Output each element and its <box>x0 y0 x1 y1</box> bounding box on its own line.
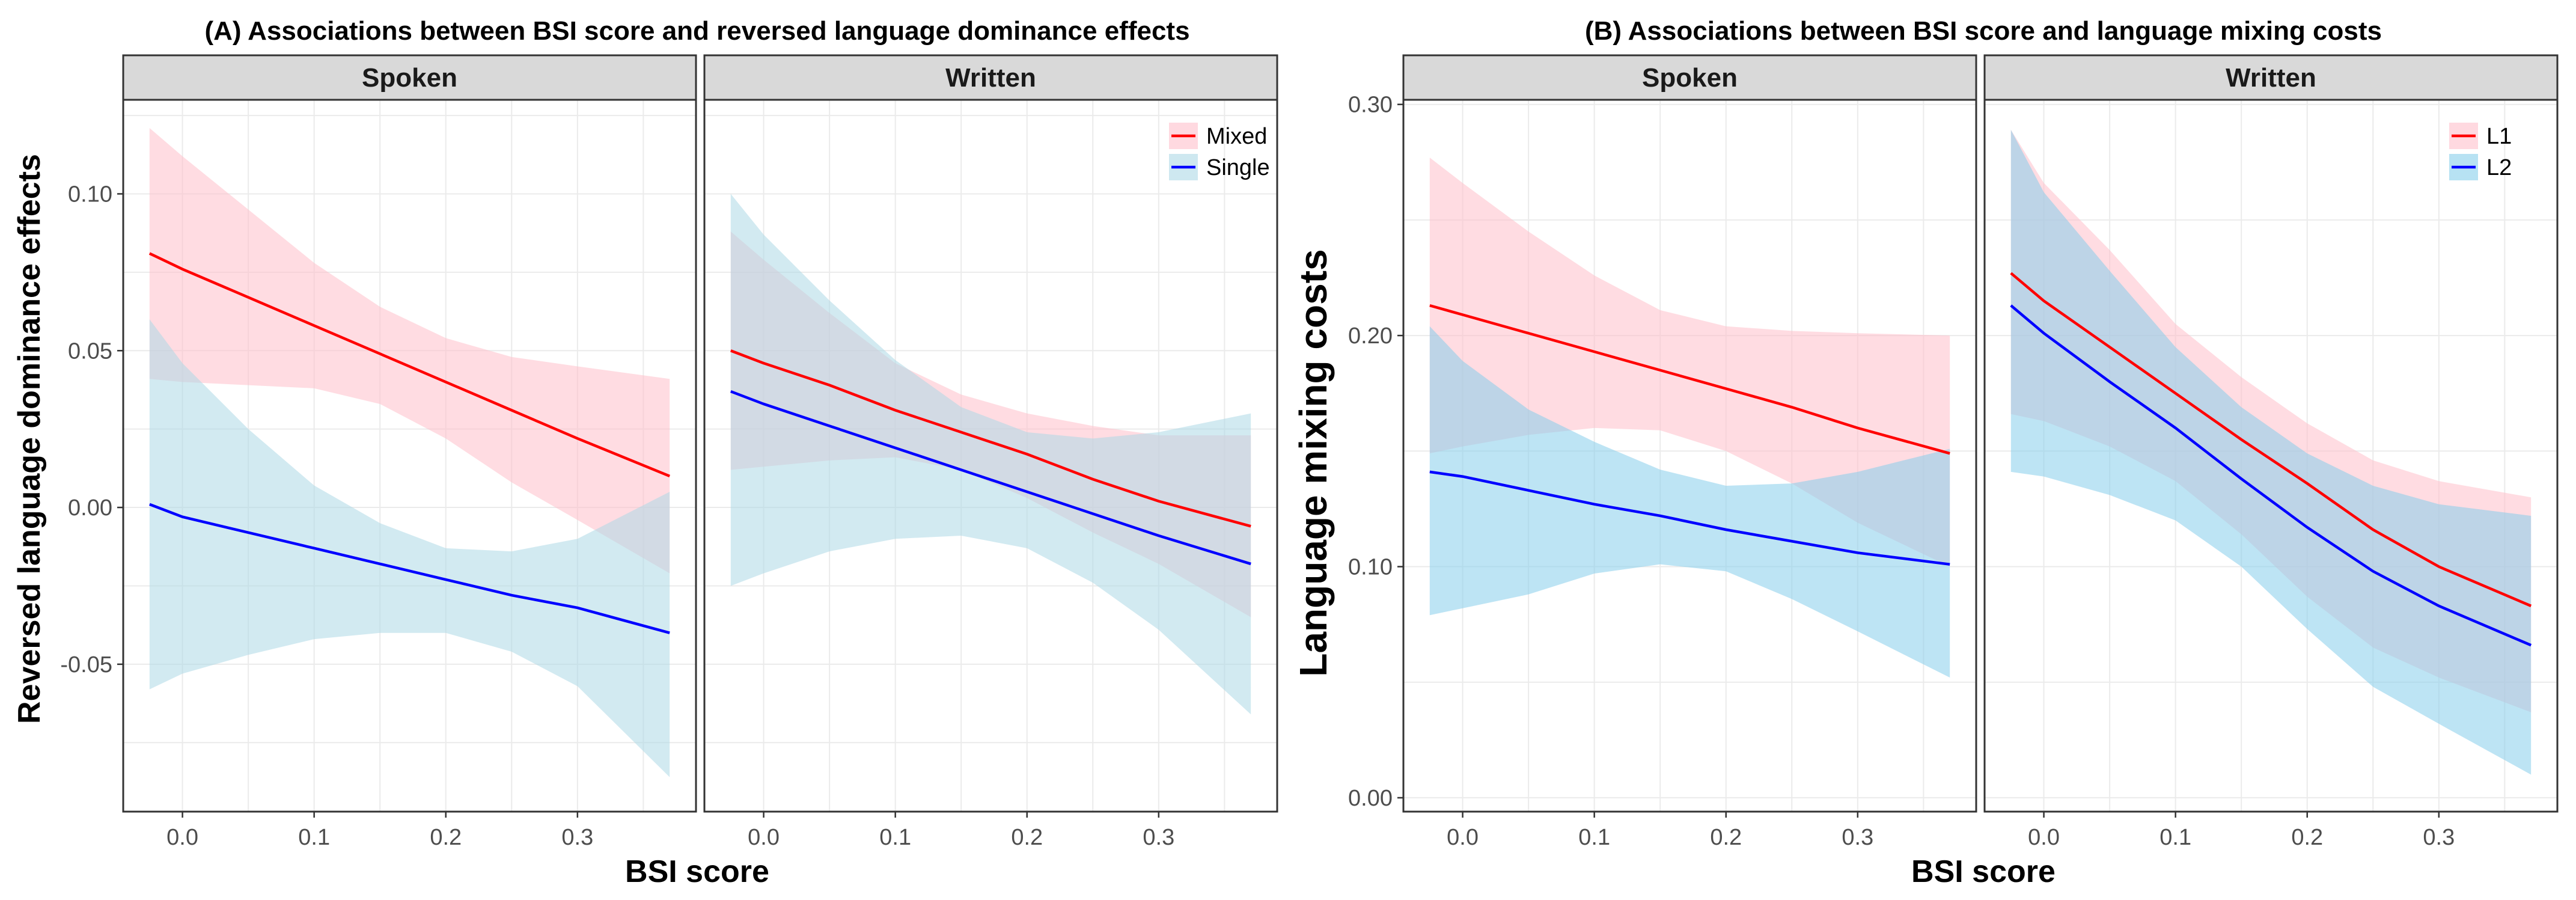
chart-title: (A) Associations between BSI score and r… <box>204 16 1189 46</box>
panel-border <box>703 99 1278 813</box>
confidence-band-single <box>149 319 670 777</box>
panel-border <box>122 99 697 813</box>
facet-strip <box>1402 54 1977 101</box>
x-axis-title: BSI score <box>625 854 769 889</box>
x-axis-title: BSI score <box>1911 854 2056 889</box>
x-tick-label: 0.0 <box>2028 825 2060 850</box>
legend-label: L1 <box>2486 124 2512 149</box>
series-line-l1 <box>2010 272 2532 607</box>
legend: Mixed Single <box>1169 123 1270 180</box>
x-tick-label: 0.1 <box>298 825 330 850</box>
facet-strip-label: Written <box>2226 63 2316 93</box>
panel-border <box>1402 99 1977 813</box>
series-line-mixed <box>148 252 671 477</box>
x-tick-label: 0.3 <box>561 825 593 850</box>
x-tick-label: 0.3 <box>2423 825 2455 850</box>
x-tick-label: 0.3 <box>1842 825 1873 850</box>
x-tick-label: 0.3 <box>1143 825 1174 850</box>
panel-spoken: Spoken 0.0 0.1 0.2 0.3 <box>1402 54 1977 850</box>
panel-border <box>1983 99 2559 813</box>
series-line-single <box>730 390 1251 566</box>
facet-strip-label: Written <box>945 63 1036 93</box>
y-tick-label: 0.10 <box>1348 555 1393 580</box>
chart-a: (A) Associations between BSI score and r… <box>12 16 1278 889</box>
panel-written: Written 0.0 0.1 0.2 0.3 Mixed Single <box>703 54 1278 850</box>
x-tick-label: 0.2 <box>430 825 462 850</box>
x-tick-label: 0.2 <box>2291 825 2323 850</box>
y-tick-label: 0.00 <box>1348 786 1393 811</box>
facet-strip <box>703 54 1278 101</box>
series-line-l2 <box>2010 304 2532 647</box>
x-tick-label: 0.2 <box>1011 825 1043 850</box>
series-line-mixed <box>730 349 1251 528</box>
y-tick-label: 0.30 <box>1348 93 1393 118</box>
x-tick-label: 0.0 <box>1447 825 1479 850</box>
facet-strip <box>122 54 697 101</box>
series-line-single <box>149 503 670 634</box>
x-tick-label: 0.0 <box>166 825 198 850</box>
y-tick-label: -0.05 <box>60 652 112 678</box>
facet-strip-label: Spoken <box>1642 63 1738 93</box>
series-line-l1 <box>1429 304 1950 455</box>
y-tick-label: 0.10 <box>68 182 112 207</box>
y-tick-label: 0.20 <box>1348 323 1393 349</box>
confidence-band-l2 <box>1429 326 1950 678</box>
chart-b: (B) Associations between BSI score and l… <box>1292 16 2559 889</box>
x-tick-label: 0.0 <box>748 825 780 850</box>
legend-label: L2 <box>2486 155 2512 180</box>
x-tick-label: 0.1 <box>1578 825 1610 850</box>
x-tick-label: 0.1 <box>2159 825 2191 850</box>
legend-label: Single <box>1206 155 1270 180</box>
chart-title: (B) Associations between BSI score and l… <box>1585 16 2382 46</box>
series-line-l2 <box>1429 470 1950 566</box>
facet-strip <box>1983 54 2559 101</box>
facet-strip-label: Spoken <box>362 63 457 93</box>
y-tick-label: 0.00 <box>68 495 112 521</box>
confidence-band-l1 <box>1429 158 1950 567</box>
x-tick-label: 0.1 <box>879 825 911 850</box>
confidence-band-mixed <box>149 127 670 574</box>
x-tick-label: 0.2 <box>1710 825 1742 850</box>
confidence-band-single <box>730 194 1251 715</box>
y-axis-title: Language mixing costs <box>1292 249 1335 676</box>
panel-spoken: Spoken 0.0 0.1 0.2 0.3 <box>122 54 697 850</box>
confidence-band-l2 <box>2010 129 2532 775</box>
legend-label: Mixed <box>1206 124 1267 149</box>
y-axis-title: Reversed language dominance effects <box>12 154 47 724</box>
y-tick-label: 0.05 <box>68 338 112 364</box>
